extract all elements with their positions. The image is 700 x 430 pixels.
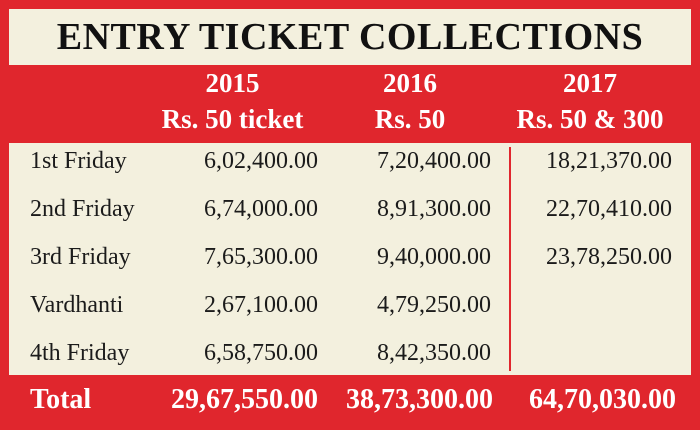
cell-2015: 7,65,300.00: [204, 244, 318, 270]
row-label: 1st Friday: [30, 148, 127, 174]
table-body: [9, 143, 691, 375]
cell-2016: 8,91,300.00: [377, 196, 491, 222]
cell-2015: 6,58,750.00: [204, 340, 318, 366]
row-label: 4th Friday: [30, 340, 130, 366]
cell-2016: 9,40,000.00: [377, 244, 491, 270]
row-label: 2nd Friday: [30, 196, 135, 222]
total-label: Total: [30, 384, 92, 415]
header-2017-year: 2017: [563, 68, 617, 98]
header-2015-price: Rs. 50 ticket: [161, 104, 304, 134]
header-2016-price: Rs. 50: [374, 104, 446, 134]
cell-2017: 23,78,250.00: [546, 244, 672, 270]
cell-2016: 8,42,350.00: [377, 340, 491, 366]
column-divider: [509, 147, 511, 371]
row-label: 3rd Friday: [30, 244, 131, 270]
cell-2016: 7,20,400.00: [377, 148, 491, 174]
header-2015-year: 2015: [205, 68, 260, 98]
total-2017: 64,70,030.00: [529, 384, 676, 415]
row-label: Vardhanti: [30, 292, 124, 318]
cell-2016: 4,79,250.00: [377, 292, 491, 318]
title-panel: ENTRY TICKET COLLECTIONS: [9, 9, 691, 65]
header-2016-year: 2016: [383, 68, 437, 98]
cell-2017: 22,70,410.00: [546, 196, 672, 222]
cell-2015: 2,67,100.00: [204, 292, 318, 318]
cell-2015: 6,74,000.00: [204, 196, 318, 222]
cell-2015: 6,02,400.00: [204, 148, 318, 174]
cell-2017: 18,21,370.00: [546, 148, 672, 174]
header-2017-price: Rs. 50 & 300: [516, 104, 664, 134]
table-title: ENTRY TICKET COLLECTIONS: [56, 16, 644, 58]
total-2015: 29,67,550.00: [171, 384, 318, 415]
total-2016: 38,73,300.00: [346, 384, 493, 415]
